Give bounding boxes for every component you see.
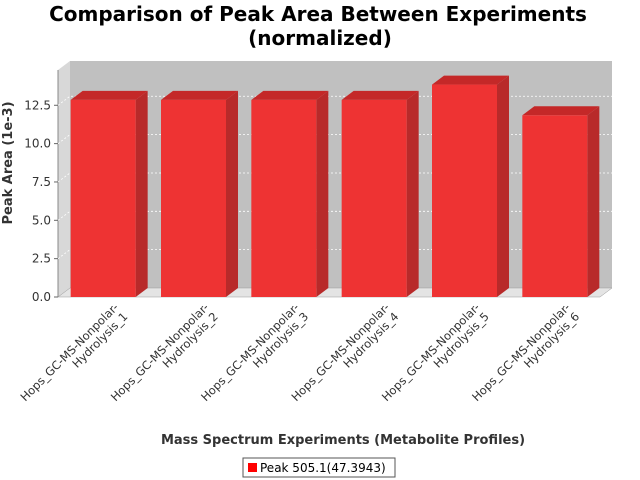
bars	[70, 75, 600, 298]
gridline	[57, 95, 612, 106]
plot-side-wall	[58, 61, 70, 297]
bar-top	[432, 75, 509, 85]
bar-side	[135, 90, 148, 297]
bar-front	[432, 84, 497, 297]
gridline	[57, 210, 612, 221]
bar	[70, 90, 148, 297]
bar-front	[251, 99, 317, 297]
y-tick-label: 5.0	[32, 213, 51, 227]
y-tick-label: 12.5	[24, 98, 51, 112]
bar-side	[587, 106, 600, 298]
bar-top	[161, 90, 238, 100]
legend-entry: Peak 505.1(47.3943)	[260, 461, 386, 475]
bar-top	[251, 90, 329, 100]
bar	[432, 75, 509, 297]
bar-side	[406, 90, 419, 297]
bar-front	[70, 99, 136, 297]
y-tick-label: 10.0	[24, 137, 51, 151]
bar-top	[341, 90, 419, 100]
y-tick-label: 2.5	[32, 252, 51, 266]
y-tick-label: 0.0	[32, 290, 51, 304]
bar-front	[522, 115, 588, 298]
chart-subtitle: (normalized)	[248, 26, 392, 50]
x-axis-label: Mass Spectrum Experiments (Metabolite Pr…	[161, 433, 525, 448]
bar-side	[497, 75, 509, 297]
gridline	[57, 172, 612, 183]
bar	[341, 90, 419, 297]
legend-box	[242, 457, 396, 478]
gridline	[57, 249, 612, 259]
bar-side	[226, 90, 238, 297]
plot-back-wall	[70, 61, 612, 288]
legend-swatch	[248, 463, 257, 472]
gridlines	[57, 95, 612, 259]
bar-side	[316, 90, 329, 297]
y-axis-label: Peak Area (1e-3)	[1, 101, 16, 224]
gridline	[57, 134, 612, 144]
bar-front	[161, 99, 226, 297]
bar-front	[341, 99, 407, 297]
bar	[522, 106, 600, 298]
bar	[161, 90, 238, 297]
x-axis-tick-labels: Hops_GC-MS-Nonpolar-Hydrolysis_1Hops_GC-…	[17, 300, 582, 404]
bar	[251, 90, 329, 297]
bar-top	[522, 106, 600, 116]
legend: Peak 505.1(47.3943)	[242, 457, 396, 478]
y-axis-ticks: 0.0 2.5 5.0 7.5 10.0 12.5	[24, 98, 58, 304]
y-tick-label: 7.5	[32, 175, 51, 189]
chart-title: Comparison of Peak Area Between Experime…	[49, 2, 587, 26]
bar-top	[70, 90, 148, 100]
